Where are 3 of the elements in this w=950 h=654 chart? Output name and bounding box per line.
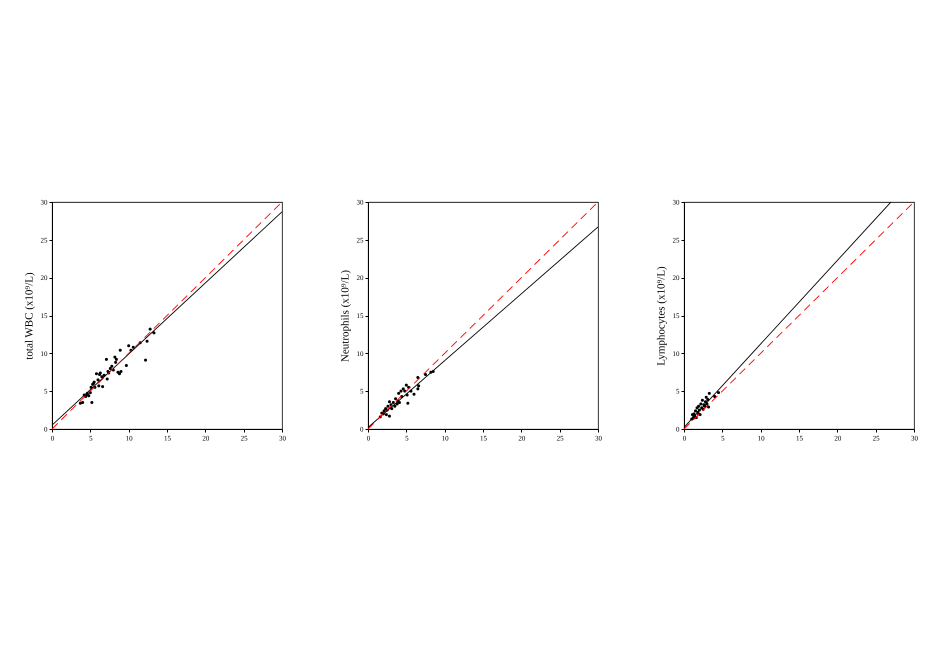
y-axis-title: Lymphocytes (x10⁹/L) bbox=[656, 266, 668, 366]
y-axis-title: total WBC (x10⁹/L) bbox=[24, 272, 36, 360]
y-axis-title: Neutrophils (x10⁹/L) bbox=[340, 270, 352, 362]
